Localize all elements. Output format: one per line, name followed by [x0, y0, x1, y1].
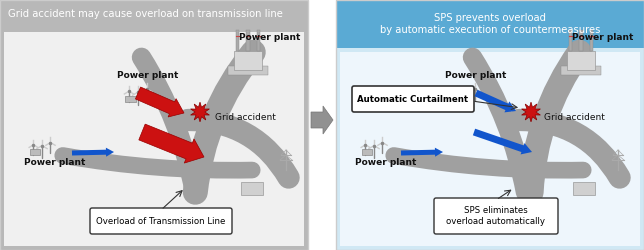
Text: Grid accident: Grid accident [215, 112, 276, 122]
FancyBboxPatch shape [434, 198, 558, 234]
Text: Power plant: Power plant [355, 158, 417, 167]
FancyArrow shape [72, 148, 114, 157]
FancyArrow shape [311, 106, 333, 134]
FancyBboxPatch shape [257, 30, 260, 51]
Text: SPS prevents overload
by automatic execution of countermeasures: SPS prevents overload by automatic execu… [380, 13, 600, 35]
FancyBboxPatch shape [247, 30, 250, 51]
FancyBboxPatch shape [0, 0, 308, 250]
Text: Overload of Transmission Line: Overload of Transmission Line [97, 216, 225, 226]
FancyBboxPatch shape [561, 66, 601, 75]
FancyArrow shape [475, 90, 516, 112]
FancyBboxPatch shape [228, 66, 268, 75]
FancyBboxPatch shape [567, 51, 595, 70]
FancyBboxPatch shape [234, 51, 262, 70]
FancyBboxPatch shape [573, 182, 595, 195]
FancyArrow shape [473, 129, 532, 154]
FancyArrow shape [401, 148, 443, 157]
FancyBboxPatch shape [241, 182, 263, 195]
FancyBboxPatch shape [336, 0, 644, 250]
Text: Power plant: Power plant [240, 33, 301, 42]
FancyBboxPatch shape [126, 96, 136, 102]
FancyBboxPatch shape [580, 30, 583, 51]
Text: Power plant: Power plant [117, 71, 178, 80]
FancyBboxPatch shape [336, 0, 644, 48]
FancyBboxPatch shape [362, 149, 372, 155]
FancyArrow shape [139, 124, 204, 163]
FancyBboxPatch shape [0, 0, 308, 28]
FancyArrow shape [135, 87, 184, 117]
Text: SPS eliminates
overload automatically: SPS eliminates overload automatically [446, 206, 545, 226]
Polygon shape [522, 102, 540, 122]
Text: Power plant: Power plant [445, 71, 507, 80]
FancyBboxPatch shape [4, 32, 304, 246]
FancyBboxPatch shape [340, 52, 640, 246]
FancyBboxPatch shape [236, 30, 239, 51]
Text: Grid accident: Grid accident [544, 112, 605, 122]
FancyBboxPatch shape [590, 30, 593, 51]
Polygon shape [191, 102, 209, 122]
Text: Power plant: Power plant [573, 33, 634, 42]
FancyBboxPatch shape [453, 96, 464, 102]
Text: Grid accident may cause overload on transmission line: Grid accident may cause overload on tran… [8, 9, 283, 19]
FancyBboxPatch shape [352, 86, 474, 112]
Text: Automatic Curtailment: Automatic Curtailment [357, 94, 469, 104]
Text: Power plant: Power plant [24, 158, 86, 167]
FancyBboxPatch shape [30, 149, 41, 155]
FancyBboxPatch shape [90, 208, 232, 234]
FancyBboxPatch shape [569, 30, 572, 51]
